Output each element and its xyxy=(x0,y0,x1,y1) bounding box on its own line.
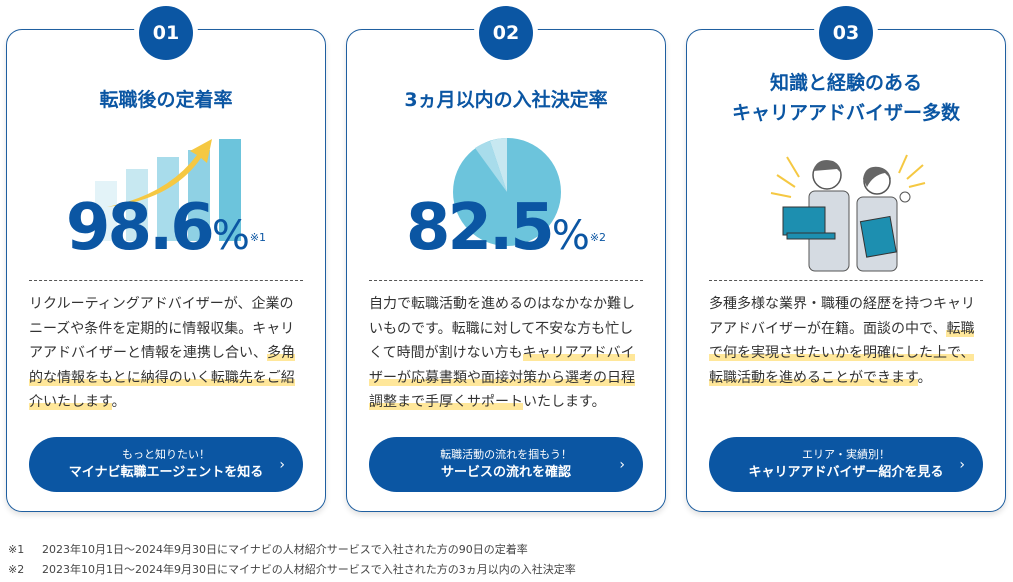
card-title: 3ヵ月以内の入社決定率 xyxy=(404,89,608,111)
service-flow-button[interactable]: 転職活動の流れを掴もう！ サービスの流れを確認 › xyxy=(369,437,643,492)
chevron-right-icon: › xyxy=(959,456,965,473)
advisors-illustration-icon xyxy=(687,135,1005,275)
footnote-ref: ※1 xyxy=(249,231,267,244)
bar-chart-icon xyxy=(7,135,325,275)
stat-value: 98.6%※1 xyxy=(65,191,267,265)
advisor-intro-button[interactable]: エリア・実績別！ キャリアアドバイザー紹介を見る › xyxy=(709,437,983,492)
divider xyxy=(29,280,303,281)
pie-chart-icon xyxy=(347,135,665,275)
stat-value: 82.5%※2 xyxy=(405,191,607,265)
card-number-badge: 02 xyxy=(479,6,533,60)
card-number-badge: 03 xyxy=(819,6,873,60)
card-description: 多種多様な業界・職種の経歴を持つキャリアアドバイザーが在籍。面談の中で、転職で何… xyxy=(709,296,975,386)
feature-card-retention: 01 転職後の定着率 98.6%※1 リクルーティングアドバイザーが、企業のニー… xyxy=(6,6,326,512)
chevron-right-icon: › xyxy=(619,456,625,473)
divider xyxy=(709,280,983,281)
feature-card-hire-rate: 02 3ヵ月以内の入社決定率 82.5%※2 自力で転職活動を進めるのはなかなか… xyxy=(346,6,666,512)
footnote-1: ※1 2023年10月1日～2024年9月30日にマイナビの人材紹介サービスで入社… xyxy=(8,543,528,556)
learn-about-agent-button[interactable]: もっと知りたい！ マイナビ転職エージェントを知る › xyxy=(29,437,303,492)
card-description: 自力で転職活動を進めるのはなかなか難しいものです。転職に対して不安な方も忙しくて… xyxy=(369,296,635,410)
footnote-ref: ※2 xyxy=(589,231,607,244)
chevron-right-icon: › xyxy=(279,456,285,473)
card-number-badge: 01 xyxy=(139,6,193,60)
card-title: 知識と経験のある キャリアアドバイザー多数 xyxy=(731,72,960,124)
feature-card-advisors: 03 知識と経験のある キャリアアドバイザー多数 多種多様な業界・職種の経歴を持… xyxy=(686,6,1006,512)
card-title: 転職後の定着率 xyxy=(99,89,233,111)
divider xyxy=(369,280,643,281)
card-description: リクルーティングアドバイザーが、企業のニーズや条件を定期的に情報収集。キャリアア… xyxy=(29,296,295,410)
footnote-2: ※2 2023年10月1日～2024年9月30日にマイナビの人材紹介サービスで入社… xyxy=(8,563,576,576)
footnotes: ※1 2023年10月1日～2024年9月30日にマイナビの人材紹介サービスで入社… xyxy=(8,540,576,580)
